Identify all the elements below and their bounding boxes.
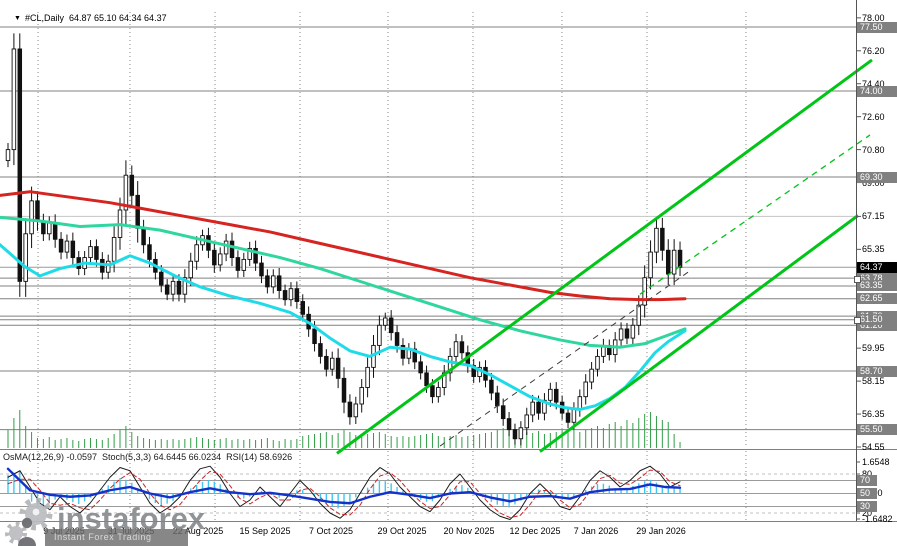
date-label: 9 Jul 2025 — [43, 526, 85, 536]
volume-bars — [7, 410, 681, 448]
price-level-badge: 55.50 — [857, 424, 897, 436]
channel-mid-dashed-green — [639, 134, 871, 295]
price-tick-label: 56.35 — [862, 409, 885, 420]
trendline-handle[interactable] — [854, 317, 861, 325]
price-level-badge: 77.50 — [857, 21, 897, 33]
indicator-level-badge: 70 — [857, 475, 877, 486]
chart-canvas[interactable] — [0, 0, 897, 522]
price-level-badge: 63.35 — [857, 280, 897, 292]
price-axis[interactable]: 78.00 76.20 74.40 72.60 70.80 69.00 67.15 65.35… — [854, 0, 897, 524]
price-level-badge: 74.00 — [857, 85, 897, 97]
price-tick-label: 70.80 — [862, 144, 885, 155]
date-label: 22 Aug 2025 — [172, 526, 224, 536]
price-tick-label: 65.35 — [862, 244, 885, 255]
trendline-handle[interactable] — [854, 275, 861, 283]
stochastic-main-line — [7, 465, 681, 520]
price-level-badge: 69.30 — [857, 171, 897, 183]
osma-histogram — [7, 470, 681, 509]
indicator-tick-label: 20 — [862, 508, 873, 518]
ma-slow-red — [0, 190, 687, 302]
channel-upper-green — [336, 58, 873, 455]
symbol-ohlc-values: 64.87 65.10 64.34 64.37 — [68, 13, 167, 23]
axis-tick-marks — [856, 17, 861, 520]
price-tick-label: 58.15 — [862, 376, 885, 387]
indicator-level-lines — [0, 473, 856, 514]
channel-lower-green — [539, 214, 859, 453]
date-label: 7 Jan 2026 — [573, 526, 619, 536]
indicator-level-badge: 50 — [857, 488, 877, 499]
price-level-lines — [0, 26, 856, 431]
pane-borders — [0, 0, 897, 522]
date-label: 7 Oct 2025 — [308, 526, 354, 536]
time-axis[interactable]: 9 Jul 2025 31 Jul 2025 22 Aug 2025 15 Sep 2… — [0, 522, 897, 546]
symbol-name: #CL,Daily — [24, 13, 64, 23]
price-level-badge: 62.65 — [857, 293, 897, 305]
price-tick-label: 78.00 — [862, 12, 885, 23]
date-label: 31 Jul 2025 — [107, 526, 155, 536]
price-tick-label: 67.15 — [862, 211, 885, 222]
date-label: 12 Dec 2025 — [509, 526, 561, 536]
price-level-badge: 61.50 — [857, 314, 897, 326]
indicator-level-badge: 30 — [857, 501, 877, 512]
price-tick-label: 69.00 — [862, 177, 885, 188]
price-tick-label: 59.95 — [862, 343, 885, 354]
price-tick-label: 76.20 — [862, 45, 885, 56]
date-label: 15 Sep 2025 — [239, 526, 291, 536]
month-separator-gridlines — [37, 12, 747, 520]
current-price-badge: 64.37 — [857, 261, 897, 273]
indicator-tick-label: -1.6482 — [862, 514, 893, 524]
indicator-values-label: OsMA(12,26,9) -0.0597 Stoch(5,3,3) 64.64… — [3, 452, 293, 462]
ma-mid-teal — [0, 215, 687, 349]
price-level-badge: 58.70 — [857, 365, 897, 377]
ma-fast-cyan — [0, 243, 687, 411]
support-trendline-dashed — [439, 271, 689, 447]
price-tick-label: 74.40 — [862, 78, 885, 89]
date-label: 29 Jan 2026 — [636, 526, 686, 536]
symbol-dropdown-icon[interactable]: ▼ — [14, 15, 21, 22]
date-label: 20 Nov 2025 — [443, 526, 495, 536]
price-tick-label: 72.60 — [862, 111, 885, 122]
rsi-line — [6, 467, 682, 505]
date-label: 29 Oct 2025 — [377, 526, 427, 536]
indicator-tick-label: 80 — [862, 469, 873, 479]
indicator-tick-label: 1.6548 — [862, 457, 890, 467]
candles-layer — [5, 33, 683, 446]
symbol-header: ▼ #CL,Daily 64.87 65.10 64.34 64.37 — [4, 3, 167, 33]
price-tick-label: 54.55 — [862, 441, 885, 452]
stochastic-signal-line — [7, 469, 681, 519]
